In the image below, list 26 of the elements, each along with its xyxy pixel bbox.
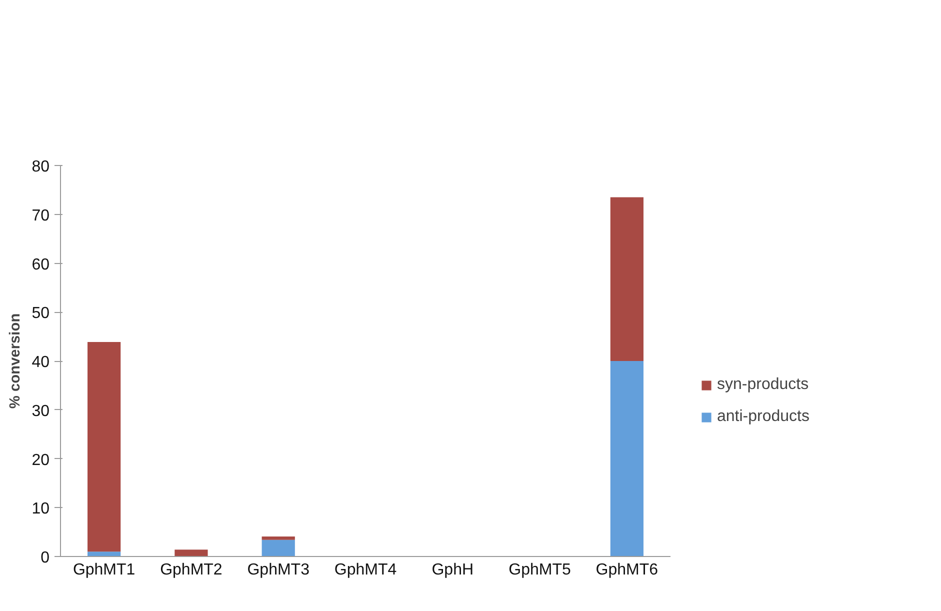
x-tick-label: GphMT1 bbox=[72, 562, 136, 578]
y-tick-label: 60 bbox=[32, 256, 50, 274]
y-axis-title: % conversion bbox=[8, 313, 24, 409]
y-tick-label: 30 bbox=[32, 402, 50, 420]
legend-label: anti-products bbox=[717, 408, 810, 426]
y-tick-label: 40 bbox=[32, 354, 50, 371]
legend-label: syn-products bbox=[717, 376, 809, 394]
y-tick-label: 50 bbox=[32, 305, 50, 322]
x-tick-label: GphMT5 bbox=[508, 562, 572, 578]
y-tick-label: 0 bbox=[40, 550, 50, 566]
x-tick-label: GphMT2 bbox=[160, 562, 222, 578]
x-tick-label: GphH bbox=[432, 562, 474, 578]
bar bbox=[88, 342, 121, 552]
bar bbox=[88, 552, 121, 556]
bar bbox=[262, 540, 295, 556]
bar bbox=[610, 361, 644, 556]
y-tick-label: 70 bbox=[32, 207, 50, 224]
x-tick-label: GphMT4 bbox=[334, 562, 397, 578]
bar bbox=[174, 550, 208, 556]
x-tick-label: GphMT6 bbox=[596, 562, 658, 578]
x-tick-label: GphMT3 bbox=[247, 562, 310, 578]
bar bbox=[262, 536, 295, 540]
y-tick-label: 20 bbox=[32, 452, 50, 469]
bar bbox=[610, 197, 644, 361]
y-tick-label: 10 bbox=[32, 500, 50, 518]
y-tick-label: 80 bbox=[32, 158, 50, 176]
